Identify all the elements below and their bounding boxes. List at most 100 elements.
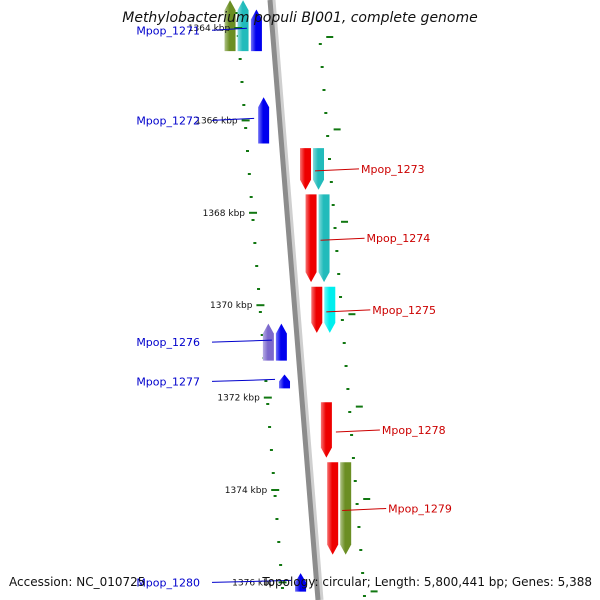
gene-arrow[interactable]	[250, 9, 262, 52]
major-tick	[256, 304, 265, 307]
gene-arrow[interactable]	[279, 374, 291, 389]
minor-tick	[322, 89, 326, 91]
gene-arrow[interactable]	[300, 148, 312, 190]
gene-label[interactable]: Mpop_1275	[372, 304, 436, 317]
gene-label[interactable]: Mpop_1272	[136, 114, 200, 127]
minor-tick	[362, 595, 366, 597]
minor-tick	[350, 434, 354, 436]
major-tick	[355, 405, 363, 408]
minor-tick	[268, 426, 272, 428]
major-tick	[263, 396, 272, 399]
gene-arrow[interactable]	[258, 97, 270, 144]
major-tick	[249, 211, 258, 214]
gene-label-leader	[335, 429, 380, 433]
gene-label-leader	[211, 378, 276, 382]
minor-tick	[260, 334, 264, 336]
feature-block[interactable]	[313, 148, 325, 190]
gene-label-leader	[211, 579, 292, 583]
gene-label[interactable]: Mpop_1274	[367, 232, 431, 245]
feature-block[interactable]	[262, 323, 274, 361]
minor-tick	[249, 196, 253, 198]
minor-tick	[251, 219, 255, 221]
gene-label[interactable]: Mpop_1279	[388, 502, 452, 515]
gene-arrow[interactable]	[327, 462, 339, 555]
gene-label-layer: Mpop_1271 Mpop_1272 Mpop_1273 Mpop_1274 Mpop…	[136, 24, 452, 589]
scale-tick-label: 1368 kbp	[203, 209, 246, 219]
gene-label-leader	[211, 117, 255, 121]
minor-tick	[264, 380, 268, 382]
minor-tick	[247, 173, 251, 175]
feature-block[interactable]	[318, 194, 330, 283]
minor-tick	[318, 43, 322, 45]
minor-tick	[342, 342, 346, 344]
minor-tick	[273, 495, 277, 497]
gene-label-leader	[342, 507, 387, 511]
map-title: Methylobacterium populi BJ001, complete …	[122, 10, 478, 26]
minor-tick	[324, 112, 328, 114]
feature-block[interactable]	[224, 0, 236, 52]
minor-tick	[359, 549, 363, 551]
gene-label-leader	[314, 168, 360, 172]
gene-label[interactable]: Mpop_1278	[382, 424, 446, 437]
major-tick	[370, 590, 378, 593]
gene-arrow[interactable]	[275, 323, 287, 361]
gene-label-leader	[211, 27, 247, 31]
minor-tick	[238, 58, 242, 60]
major-tick	[271, 489, 280, 491]
minor-tick	[346, 388, 350, 390]
gene-label-leader	[211, 339, 272, 343]
minor-tick	[255, 265, 259, 267]
minor-tick	[266, 403, 270, 405]
scale-tick-label: 1376 kbp	[232, 578, 275, 588]
minor-tick	[353, 480, 357, 482]
minor-tick	[339, 296, 343, 298]
feature-block[interactable]	[340, 462, 352, 555]
gene-label-leader	[320, 237, 365, 241]
minor-tick	[320, 66, 324, 68]
gene-label[interactable]: Mpop_1280	[136, 576, 200, 589]
major-tick	[333, 128, 341, 131]
major-tick	[326, 36, 334, 38]
major-tick	[348, 313, 356, 316]
minor-tick	[257, 288, 261, 290]
minor-tick	[328, 158, 331, 160]
minor-tick	[351, 457, 355, 459]
minor-tick	[348, 411, 352, 413]
minor-tick	[335, 250, 339, 252]
minor-tick	[344, 365, 348, 367]
minor-tick	[277, 541, 281, 543]
gene-label[interactable]: Mpop_1277	[136, 375, 200, 388]
scale-tick-label: 1366 kbp	[195, 116, 238, 126]
minor-tick	[331, 204, 335, 206]
major-tick	[241, 119, 250, 122]
feature-block[interactable]	[237, 0, 249, 52]
minor-tick	[280, 587, 284, 589]
minor-tick	[244, 127, 248, 129]
gene-label[interactable]: Mpop_1276	[136, 336, 200, 349]
minor-tick	[234, 12, 238, 14]
feature-layer	[224, 0, 352, 555]
gene-label-leader	[326, 309, 371, 313]
scale-tick-layer: 1364 kbp 1366 kbp 1368 kbp 1370 kbp 1372 kbp…	[188, 24, 378, 593]
major-tick	[234, 27, 243, 29]
minor-tick	[246, 150, 249, 152]
major-tick	[341, 220, 349, 223]
genome-backbone-layer	[267, 0, 324, 600]
scale-tick-label: 1374 kbp	[225, 486, 268, 496]
feature-block[interactable]	[324, 286, 336, 333]
minor-tick	[326, 135, 330, 137]
gene-arrow[interactable]	[305, 194, 317, 283]
minor-tick	[333, 227, 337, 229]
minor-tick	[316, 20, 320, 22]
gene-arrow[interactable]	[295, 573, 307, 592]
gene-arrow[interactable]	[311, 286, 323, 333]
gene-layer	[250, 9, 339, 592]
minor-tick	[340, 319, 344, 321]
gene-label[interactable]: Mpop_1273	[361, 163, 425, 176]
minor-tick	[269, 449, 273, 451]
scale-tick-label: 1364 kbp	[188, 24, 231, 34]
scale-tick-label: 1370 kbp	[210, 301, 253, 311]
gene-arrow[interactable]	[320, 402, 332, 458]
gene-label[interactable]: Mpop_1271	[136, 24, 200, 37]
